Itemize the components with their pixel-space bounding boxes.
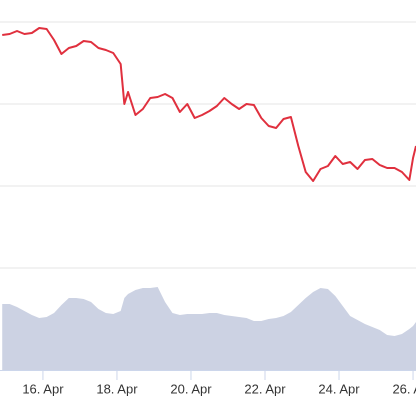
x-tick-label: 26. Apr	[392, 381, 416, 396]
x-tick-label: 20. Apr	[170, 381, 212, 396]
price-line	[2, 27, 416, 182]
x-tick-label: 16. Apr	[22, 381, 64, 396]
x-tick-label: 22. Apr	[244, 381, 286, 396]
volume-area	[2, 287, 416, 370]
x-tick-label: 24. Apr	[318, 381, 360, 396]
x-tick-label: 18. Apr	[96, 381, 138, 396]
